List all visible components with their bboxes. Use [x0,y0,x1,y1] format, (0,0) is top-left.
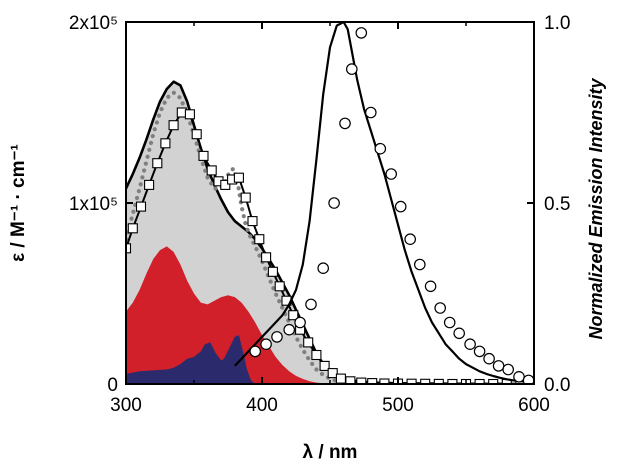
series-5-line [234,22,534,384]
y-axis-right-title: Normalized Emission Intensity [586,77,606,339]
y-right-tick-label: 0.0 [544,375,570,396]
series-4-marker [274,281,285,292]
series-4-marker [160,138,171,149]
series-4-marker [267,266,278,277]
series-5-marker [453,327,465,340]
series-2-area [126,335,256,384]
series-4-marker [288,310,299,321]
series-4-marker [327,368,338,379]
series-5-marker [364,106,377,119]
y-left-tick-label: 0 [107,375,118,396]
series-4-marker [144,179,155,190]
series-5-marker [394,200,407,213]
series-4-marker [206,165,217,176]
series-4-marker [335,373,346,384]
series-5-marker [345,63,358,75]
series-3-line [126,89,360,384]
series-4-marker [191,129,202,140]
x-tick-label: 600 [518,395,550,416]
series-4-marker [311,349,322,361]
series-4-marker [345,376,356,384]
y-axis-left-title: ε / M⁻¹ · cm⁻¹ [8,144,29,262]
series-4-marker [261,252,272,263]
series-4-marker [126,243,132,254]
series-5-marker [483,352,495,365]
series-4-marker [233,172,244,183]
series-5-marker [413,258,426,271]
series-4-marker [240,192,251,203]
series-4-marker [303,337,314,348]
series-1-area [126,246,337,384]
series-4-marker [254,234,265,245]
series-5-marker [513,370,525,383]
series-5-marker [385,168,397,180]
series-5-marker [305,298,317,311]
series-4-marker [168,120,179,131]
series-5-marker [464,338,476,350]
series-4-marker [198,150,209,161]
y-right-tick-label: 0.5 [544,194,570,215]
x-tick-label: 300 [110,395,142,416]
series-5-marker [271,331,283,343]
x-tick-label: 500 [382,395,414,416]
series-5-marker [374,142,387,155]
series-4-marker [247,216,258,227]
series-5-marker [473,345,486,358]
series-4-marker [356,377,367,384]
series-4-marker [127,223,138,234]
series-group [126,22,534,384]
series-4-marker [447,378,458,384]
series-5-marker [434,302,446,314]
series-5-marker [424,280,437,293]
y-right-tick-label: 1.0 [544,13,570,34]
series-5-marker [502,363,514,376]
y-left-tick-label: 2x10⁵ [69,13,118,34]
series-layer [126,22,534,384]
series-5-marker [260,338,272,350]
series-5-marker [443,316,456,329]
series-5-marker [249,345,261,358]
axes-layer: 300 400 500 600 0 1x10⁵ 2x10⁵ 0.0 0.5 1.0 [69,13,571,416]
series-4-marker [319,360,330,371]
series-5-marker [355,27,368,39]
series-4-marker [184,109,195,120]
x-axis-title: λ / nm [303,442,358,463]
series-4-marker [135,201,147,212]
y-left-tick-label: 1x10⁵ [69,194,118,215]
series-5-marker [283,323,295,336]
series-5-marker [404,233,416,245]
series-4-marker [220,179,231,190]
series-4-marker [474,378,485,384]
series-4-marker [488,378,499,384]
series-5-marker [339,117,351,130]
series-5-marker [492,360,505,372]
series-5-marker [317,262,329,274]
series-5-marker [328,197,340,209]
x-tick-label: 400 [246,395,278,416]
series-5-marker [294,316,306,329]
series-4-marker [152,158,163,169]
